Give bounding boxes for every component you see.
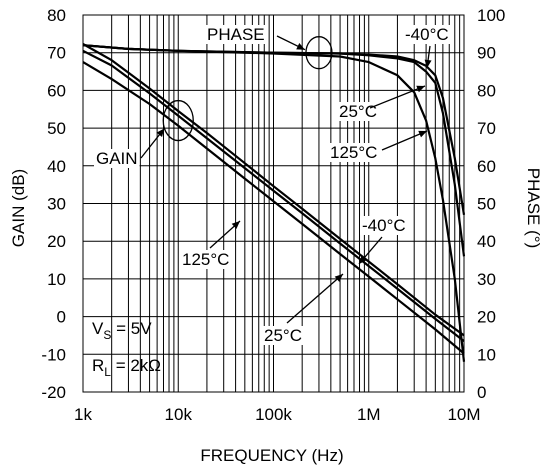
phase-curve [82, 44, 466, 362]
gain-curve [82, 61, 465, 355]
conditions-label: VS = 5V RL = 2kΩ [92, 319, 161, 379]
curves [82, 43, 466, 362]
gain-curve [82, 43, 465, 337]
x-tick-label: 10M [447, 405, 480, 424]
phase-curves-circle [305, 36, 333, 70]
x-tick-label: 100k [255, 405, 292, 424]
y-tick-label: 10 [47, 270, 66, 289]
y-tick-label: 40 [47, 157, 66, 176]
gain-arrow-head [156, 128, 165, 138]
phase-25-arrow [369, 85, 426, 109]
gain-m40-annotation-bg [360, 216, 408, 235]
y-axis-title: GAIN (dB) [9, 169, 28, 247]
y2-tick-label: 40 [477, 232, 496, 251]
gain-125-annotation-bg [180, 250, 232, 269]
phase-125-arrow-head [418, 130, 427, 138]
y-tick-label: 80 [47, 6, 66, 25]
y2-tick-label: 10 [477, 345, 496, 364]
y2-tick-label: 60 [477, 157, 496, 176]
gain-25-annotation: 25°C [264, 326, 302, 345]
phase-25-annotation: 25°C [339, 102, 377, 121]
x-tick-label: 1M [357, 405, 381, 424]
gain-annotation: GAIN [96, 149, 138, 168]
phase-annotation: PHASE [207, 25, 265, 44]
x-axis-title: FREQUENCY (Hz) [200, 446, 343, 465]
phase-annotation-bg [205, 25, 267, 44]
tick-labels: 1k 10k 100k 1M 10M80706050403020100-10-20100… [41, 6, 505, 424]
y-tick-label: 50 [47, 119, 66, 138]
y2-tick-label: 50 [477, 195, 496, 214]
y-tick-label: 0 [57, 308, 66, 327]
y2-tick-label: 100 [477, 6, 505, 25]
phase-125-annotation-bg [328, 143, 380, 162]
phase-m40-annotation-bg [403, 25, 451, 44]
phase-arrow-head [296, 43, 305, 50]
y2-axis-title: PHASE (°) [524, 168, 543, 248]
load-resistance-label: RL = 2kΩ [92, 356, 161, 379]
x-tick-label: 10k [165, 405, 193, 424]
y-tick-label: -20 [41, 383, 66, 402]
annotations: PHASE GAIN -40°C 25°C 125°C -40°C 125°C 25°C [94, 25, 451, 345]
gain-125-arrow-head [231, 221, 240, 229]
phase-125-annotation: 125°C [330, 143, 377, 162]
supply-voltage-label: VS = 5V [92, 319, 152, 342]
gain-curve [82, 49, 465, 342]
phase-25-arrow-head [416, 85, 425, 93]
gain-m40-annotation: -40°C [362, 216, 406, 235]
y2-tick-label: 0 [477, 383, 486, 402]
y2-tick-label: 70 [477, 119, 496, 138]
y-tick-label: 30 [47, 195, 66, 214]
y-tick-label: 20 [47, 232, 66, 251]
grid [82, 14, 465, 393]
y2-tick-label: 90 [477, 44, 496, 63]
phase-125-arrow [381, 130, 428, 151]
y2-tick-label: 20 [477, 308, 496, 327]
gain-25-arrow-head [334, 274, 343, 282]
y-tick-label: -10 [41, 345, 66, 364]
x-tick-label: 1k [74, 405, 92, 424]
phase-25-annotation-bg [337, 102, 379, 121]
y-tick-label: 60 [47, 81, 66, 100]
gain-m40-arrow-head [359, 255, 367, 264]
phase-m40-annotation: -40°C [405, 25, 449, 44]
phase-m40-arrow-head [424, 59, 432, 68]
gain-25-arrow [286, 273, 344, 324]
y-tick-label: 70 [47, 44, 66, 63]
gain-curves-circle [162, 99, 194, 142]
y2-tick-label: 30 [477, 270, 496, 289]
gain-25-annotation-bg [262, 326, 304, 345]
gain-annotation-bg [94, 149, 140, 168]
y2-tick-label: 80 [477, 81, 496, 100]
gain-125-annotation: 125°C [182, 250, 229, 269]
